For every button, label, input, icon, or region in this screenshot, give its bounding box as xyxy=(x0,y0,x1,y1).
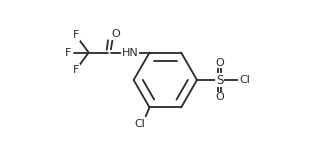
Text: F: F xyxy=(73,65,80,75)
Text: F: F xyxy=(73,31,80,40)
Text: HN: HN xyxy=(121,48,138,58)
Text: S: S xyxy=(216,73,224,87)
Text: O: O xyxy=(215,58,224,68)
Text: Cl: Cl xyxy=(239,75,250,85)
Text: F: F xyxy=(65,48,72,58)
Text: O: O xyxy=(215,92,224,102)
Text: Cl: Cl xyxy=(135,119,145,129)
Text: O: O xyxy=(111,29,120,39)
